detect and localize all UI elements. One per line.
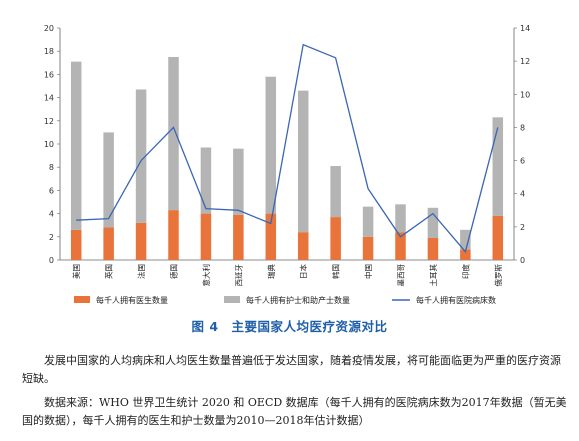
bar-nurses [427, 207, 439, 238]
bar-nurses [460, 229, 471, 250]
category-label: 德国 [169, 264, 179, 279]
legend-label-doctors: 每千人拥有医生数量 [96, 295, 168, 305]
category-label: 韩国 [331, 264, 341, 279]
bar-nurses [200, 147, 212, 214]
category-label: 美国 [71, 264, 81, 279]
left-tick-label: 2 [49, 233, 54, 242]
bar-doctors [168, 210, 179, 260]
chart-axes: 0 2 4 6 8 10 12 14 16 18 20 0 2 4 6 8 10 12 14 [44, 24, 530, 265]
bar-doctors [200, 213, 212, 260]
bar-doctors [233, 214, 244, 260]
category-labels: 美国 英国 法国 德国 意大利 西班牙 瑞典 日本 韩国 中国 墨西哥 土耳其 印度 俄罗斯 [71, 264, 503, 287]
bar-nurses [233, 148, 244, 215]
legend-swatch-nurses [224, 296, 240, 303]
bar-doctors [395, 232, 406, 260]
body-paragraph-1: 发展中国家的人均病床和人均医生数量普遍低于发达国家，随着疫情发展，将可能面临更为… [22, 354, 561, 385]
right-tick-label: 6 [520, 157, 525, 166]
left-tick-label: 0 [49, 256, 54, 265]
medical-resources-chart: 0 2 4 6 8 10 12 14 16 18 20 0 2 4 6 8 10 12 14 美国 英国 法国 德国 意大利… [44, 24, 530, 305]
category-label: 印度 [460, 264, 470, 279]
bar-doctors [297, 232, 309, 260]
bar-nurses [297, 90, 309, 233]
bar-doctors [492, 215, 504, 260]
right-tick-label: 12 [520, 57, 530, 66]
category-label: 法国 [136, 264, 146, 279]
left-tick-label: 12 [44, 117, 54, 126]
category-label: 日本 [298, 264, 308, 279]
chart-bars [70, 57, 504, 260]
category-label: 西班牙 [233, 264, 243, 287]
category-label: 墨西哥 [397, 264, 406, 287]
bar-nurses [330, 166, 341, 218]
left-tick-label: 10 [44, 140, 54, 149]
right-tick-label: 4 [520, 190, 525, 199]
category-label: 瑞典 [266, 264, 276, 279]
category-label: 中国 [363, 264, 373, 279]
chart-legend: 每千人拥有医生数量 每千人拥有护士和助产士数量 每千人拥有医院病床数 [74, 295, 496, 305]
right-tick-label: 0 [520, 256, 525, 265]
category-label: 俄罗斯 [493, 264, 503, 287]
left-tick-label: 14 [44, 94, 54, 103]
left-tick-label: 20 [44, 24, 54, 33]
bar-nurses [168, 57, 179, 211]
left-tick-label: 8 [49, 163, 54, 172]
legend-swatch-doctors [74, 296, 90, 303]
bar-doctors [135, 222, 147, 260]
right-tick-label: 14 [520, 24, 530, 33]
bar-doctors [70, 229, 82, 260]
bar-nurses [395, 204, 406, 233]
category-label: 英国 [104, 264, 114, 279]
category-label: 意大利 [201, 264, 211, 287]
bar-doctors [427, 237, 439, 260]
bar-nurses [265, 76, 277, 214]
figure-caption: 图 4 主要国家人均医疗资源对比 [191, 319, 388, 334]
legend-label-nurses: 每千人拥有护士和助产士数量 [246, 295, 350, 305]
left-tick-label: 18 [44, 47, 54, 56]
left-tick-label: 4 [49, 210, 54, 219]
bar-nurses [70, 61, 82, 230]
left-tick-label: 16 [44, 70, 54, 79]
left-tick-label: 6 [49, 186, 54, 195]
chart-line-series [76, 43, 499, 254]
bar-doctors [265, 213, 277, 260]
bar-nurses [492, 117, 504, 216]
category-label: 土耳其 [428, 264, 438, 287]
right-tick-label: 10 [520, 90, 530, 99]
bar-nurses [103, 132, 114, 228]
legend-label-beds: 每千人拥有医院病床数 [416, 295, 496, 305]
line-hospital-beds [76, 43, 499, 254]
bar-nurses [362, 206, 374, 237]
body-paragraph-2: 数据来源：WHO 世界卫生统计 2020 和 OECD 数据库（每千人拥有的医院… [22, 396, 567, 427]
bar-doctors [460, 249, 471, 260]
right-tick-label: 8 [520, 123, 525, 132]
bar-doctors [103, 227, 114, 260]
right-tick-label: 2 [520, 223, 525, 232]
bar-doctors [362, 236, 374, 260]
bar-doctors [330, 217, 341, 260]
bar-nurses [135, 89, 147, 223]
